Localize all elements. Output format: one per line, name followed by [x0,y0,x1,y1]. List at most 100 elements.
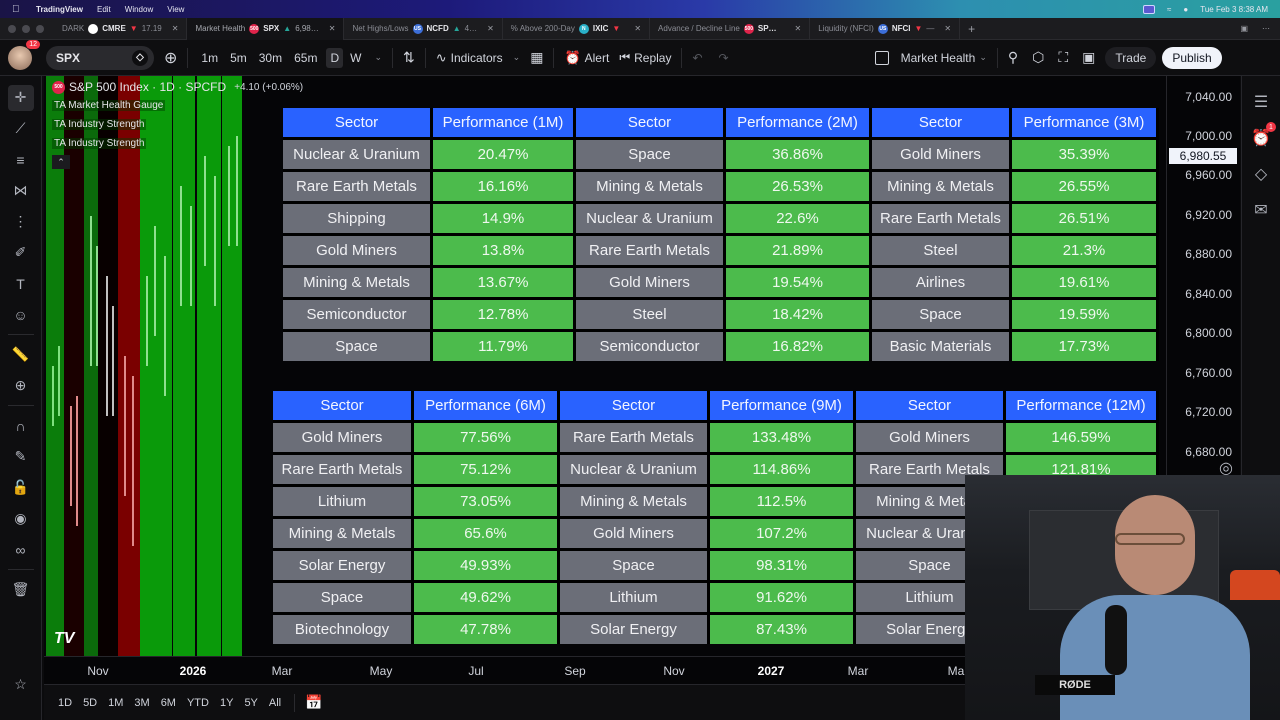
layout-name-button[interactable]: Market Health ⌄ [901,51,987,65]
watchlist-icon[interactable]: ☰ [1253,94,1269,111]
tab-value: 17.19 [141,24,162,33]
menu-edit[interactable]: Edit [96,4,111,14]
menu-view[interactable]: View [167,4,185,14]
interval-d[interactable]: D [326,47,344,68]
favorites-star-icon[interactable]: ☆ [14,676,27,692]
layers-icon[interactable]: ◇ [1254,166,1268,183]
fib-tool-icon[interactable]: ⋮ [13,213,28,229]
fullscreen-icon[interactable]: ⛶ [1058,49,1069,65]
range-ytd[interactable]: YTD [186,696,209,709]
tab-dark[interactable]: DARK C CMRE ▼ 17.19 ✕ [54,17,188,40]
clock[interactable]: Tue Feb 3 8:38 AM [1200,4,1268,14]
interval-w[interactable]: W [350,50,362,65]
screen-record-icon[interactable] [1143,4,1156,14]
zoom-in-icon[interactable]: ⊕ [14,377,27,393]
replay-button[interactable]: ⏮ Replay [619,50,671,65]
indicator-label-industry-strength[interactable]: TA Industry Strength [52,119,147,130]
indicators-button[interactable]: ∿ Indicators [436,50,503,66]
redo-icon[interactable]: ↷ [718,50,729,65]
compare-add-icon[interactable]: ⊕ [164,49,178,67]
interval-65m[interactable]: 65m [294,50,318,65]
time-label: Ma [947,664,965,678]
series-title[interactable]: S&P 500 Index · 1D · SPCFD [69,80,227,94]
tab-liquidity-nfci-[interactable]: Liquidity (NFCI) US NFCI ▼ — ✕ [810,17,961,40]
emoji-icon[interactable]: ☺ [13,306,28,323]
alerts-clock-icon[interactable]: ⏰ 1 [1248,122,1276,151]
close-tab-icon[interactable]: ✕ [328,24,336,33]
close-window-button[interactable] [8,24,16,33]
chart-tab-bar: DARK C CMRE ▼ 17.19 ✕ Market Health 500 SPX ▲ 6,98… [0,17,1280,40]
apple-icon[interactable]:  [12,4,22,15]
symbol-badge-icon: N [578,23,589,34]
new-tab-button[interactable]: + [968,21,976,36]
trend-line-icon[interactable]: ⟋ [15,120,26,136]
close-tab-icon[interactable]: ✕ [171,24,179,33]
bar-style-icon[interactable]: ⇅ [402,49,415,65]
tab-net-highs-lows[interactable]: Net Highs/Lows US NCFD ▲ 4… ✕ [344,17,503,40]
range-1y[interactable]: 1Y [219,696,234,709]
unlock-icon[interactable]: 🔓 [11,479,30,495]
link-icon[interactable]: ∞ [15,541,26,558]
tab--above-200-day[interactable]: % Above 200-Day N IXIC ▼ ✕ [503,17,651,40]
tab-label: Advance / Decline Line [658,24,740,33]
magnet-icon[interactable]: ∩ [15,417,26,434]
menu-window[interactable]: Window [124,4,154,14]
brush-icon[interactable]: ✐ [14,244,27,260]
tab-advance-decline-line[interactable]: Advance / Decline Line 500 SP… ✕ [650,17,811,40]
avatar[interactable]: 12 [8,39,40,70]
interval-30m[interactable]: 30m [258,50,283,65]
chat-icon[interactable]: ✉ [1254,202,1268,219]
interval-5m[interactable]: 5m [230,50,247,65]
zoom-window-button[interactable] [36,24,44,33]
microphone [1105,605,1127,675]
range-1d[interactable]: 1D [58,696,73,709]
close-tab-icon[interactable]: ✕ [487,24,494,33]
indicators-chevron-down-icon[interactable]: ⌄ [512,52,521,62]
tab-market-health[interactable]: Market Health 500 SPX ▲ 6,98… ✕ [187,17,345,40]
go-to-date-calendar-icon[interactable]: 📅 [305,694,323,710]
range-1m[interactable]: 1M [108,696,124,709]
collapse-legend-chevron-up-icon[interactable]: ⌃ [52,155,70,169]
interval-chevron-down-icon[interactable]: ⌄ [374,52,382,62]
auto-scale-icon[interactable]: ◎ [1219,460,1233,477]
range-5y[interactable]: 5Y [244,696,258,709]
more-icon[interactable]: ⋯ [1262,24,1270,33]
lock-drawing-icon[interactable]: ✎ [14,448,27,464]
indicator-label-market-health[interactable]: TA Market Health Gauge [52,100,166,111]
layout-checkbox[interactable] [874,50,889,65]
eye-icon[interactable]: ◉ [14,510,27,526]
minimize-window-button[interactable] [22,24,30,33]
sector-cell: Mining & Metals [283,268,430,297]
publish-button[interactable]: Publish [1162,46,1222,69]
drawing-toolbar: ✛ ⟋ ≡ ⋈ ⋮ ✐ T ☺ 📏 ⊕ ∩ ✎ 🔓 ◉ ∞ 🗑 ☆ [0,76,42,720]
range-all[interactable]: All [268,696,282,709]
interval-1m[interactable]: 1m [201,50,219,65]
undo-icon[interactable]: ↶ [692,50,703,65]
text-tool-icon[interactable]: T [16,275,25,292]
range-6m[interactable]: 6M [160,696,176,709]
wifi-icon[interactable]: ≈ [1167,4,1172,14]
layout-grid-icon[interactable]: ▦ [530,49,544,65]
user-icon[interactable]: ● [1183,4,1189,14]
range-3m[interactable]: 3M [134,696,150,709]
close-tab-icon[interactable]: ✕ [634,24,642,33]
camera-snapshot-icon[interactable]: ▣ [1082,49,1096,65]
screen-share-icon[interactable]: ▣ [1240,24,1248,33]
indicator-label-industry-strength[interactable]: TA Industry Strength [52,138,147,149]
crosshair-icon[interactable]: ✛ [7,84,34,111]
close-tab-icon[interactable]: ✕ [944,24,952,33]
horizontal-lines-icon[interactable]: ≡ [16,151,25,168]
shield-icon[interactable]: ◇ [132,49,148,66]
close-tab-icon[interactable]: ✕ [794,24,802,33]
menu-app-name[interactable]: TradingView [36,4,83,14]
ruler-icon[interactable]: 📏 [11,346,30,362]
settings-gear-icon[interactable]: ⬡ [1032,49,1045,65]
quick-search-icon[interactable]: ⚲ [1007,49,1019,65]
trash-icon[interactable]: 🗑 [11,581,30,597]
symbol-search-input[interactable]: SPX ◇ [46,45,154,70]
tradingview-logo[interactable]: TV [54,630,75,647]
trade-button[interactable]: Trade [1105,46,1157,69]
range-5d[interactable]: 5D [83,696,98,709]
alert-button[interactable]: ⏰ Alert [564,50,609,66]
pattern-icon[interactable]: ⋈ [13,182,28,198]
